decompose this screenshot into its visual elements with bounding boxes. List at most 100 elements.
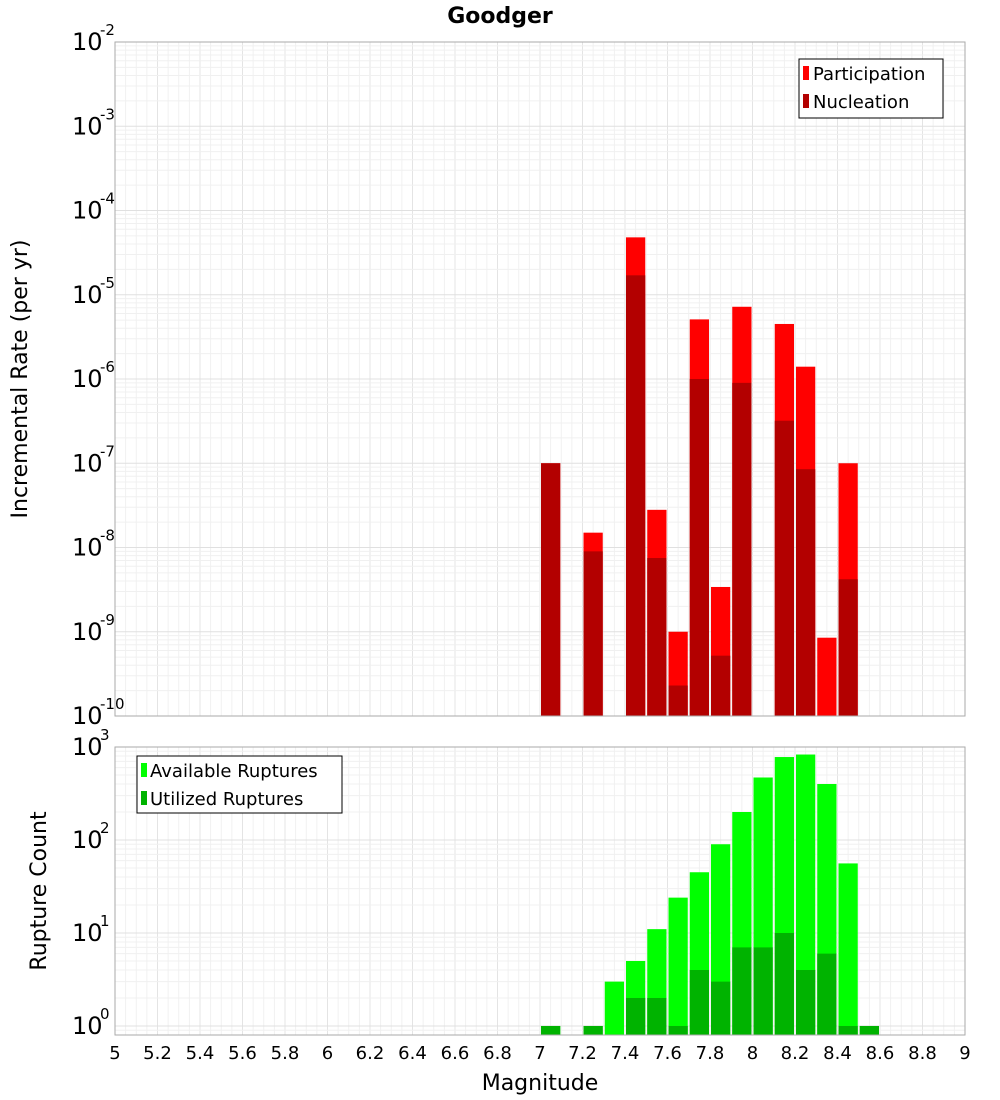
legend-swatch-participation [803, 66, 809, 80]
x-tick-label: 8.6 [866, 1043, 895, 1064]
bottom-ytick-exponent: 2 [100, 819, 110, 837]
bottom-bar-b [796, 969, 816, 1035]
bottom-bar-b [541, 1025, 561, 1035]
bottom-bar-a [668, 897, 688, 1035]
x-tick-label: 5.2 [143, 1043, 172, 1064]
top-bar-b [583, 551, 603, 716]
top-ytick-label: 10 [72, 112, 103, 140]
bottom-legend: Available Ruptures Utilized Ruptures [136, 755, 343, 814]
x-tick-label: 5.6 [228, 1043, 257, 1064]
x-tick-label: 7.4 [611, 1043, 640, 1064]
bottom-ytick-exponent: 1 [100, 912, 110, 930]
top-bar-b [626, 275, 646, 716]
top-ytick-label: 10 [72, 197, 103, 225]
x-axis-label: Magnitude [482, 1071, 599, 1096]
x-tick-label: 7.8 [696, 1043, 725, 1064]
top-bar-b [796, 469, 816, 716]
top-ytick-label: 10 [72, 28, 103, 56]
top-ytick-exponent: -6 [100, 358, 115, 376]
top-y-axis-label: Incremental Rate (per yr) [8, 240, 33, 519]
bottom-ytick-label: 10 [72, 826, 103, 854]
top-bar-b [689, 379, 709, 716]
bottom-ytick-label: 10 [72, 733, 103, 761]
x-tick-label: 8 [747, 1043, 758, 1064]
top-ytick-exponent: -3 [100, 105, 115, 123]
top-bar-b [774, 420, 794, 716]
bottom-bar-b [668, 1025, 688, 1035]
bottom-bar-b [689, 969, 709, 1035]
bottom-bar-b [753, 947, 773, 1035]
top-ytick-exponent: -4 [100, 190, 115, 208]
x-ticks: 5 5.2 5.4 5.6 5.8 6 6.2 6.4 6.6 6.8 7 7.2 7.4 7.6 7.8 8… [109, 1043, 970, 1064]
x-tick-label: 5 [109, 1043, 120, 1064]
x-tick-label: 6 [322, 1043, 333, 1064]
bottom-bar-a [796, 754, 816, 1035]
top-ytick-label: 10 [72, 449, 103, 477]
bottom-bar-b [732, 947, 752, 1035]
legend-swatch-utilized [141, 791, 147, 805]
bottom-bar-b [583, 1025, 603, 1035]
top-ytick-exponent: -10 [100, 695, 125, 713]
top-bar-b [732, 382, 752, 716]
top-ytick-exponent: -8 [100, 527, 115, 545]
x-tick-label: 6.8 [483, 1043, 512, 1064]
x-tick-label: 9 [959, 1043, 970, 1064]
top-ytick-exponent: -7 [100, 442, 115, 460]
top-ytick-label: 10 [72, 281, 103, 309]
x-tick-label: 7 [534, 1043, 545, 1064]
x-tick-label: 7.2 [568, 1043, 597, 1064]
top-bar-b [711, 655, 731, 716]
legend-label-participation: Participation [813, 64, 925, 85]
bottom-plot-frame [114, 746, 966, 1036]
top-ytick-exponent: -9 [100, 611, 115, 629]
top-ytick-label: 10 [72, 618, 103, 646]
bottom-bar-b [774, 932, 794, 1035]
x-tick-label: 5.4 [186, 1043, 215, 1064]
bottom-ytick-exponent: 3 [100, 726, 110, 744]
top-ytick-label: 10 [72, 365, 103, 393]
top-ytick-label: 10 [72, 534, 103, 562]
x-tick-label: 6.6 [441, 1043, 470, 1064]
bottom-bar-b [626, 997, 646, 1035]
legend-label-utilized: Utilized Ruptures [150, 789, 303, 810]
top-legend-box [798, 58, 944, 119]
top-gridlines [114, 41, 966, 717]
top-ytick-exponent: -2 [100, 21, 115, 39]
bottom-bars [541, 754, 879, 1035]
top-bar-b [668, 685, 688, 716]
top-plot-frame [114, 41, 966, 717]
bottom-bar-a [838, 863, 858, 1035]
bottom-bar-b [711, 981, 731, 1035]
legend-label-nucleation: Nucleation [813, 92, 909, 113]
top-bars [541, 237, 858, 717]
top-bar-a [817, 637, 837, 716]
top-ytick-label: 10 [72, 702, 103, 730]
legend-swatch-nucleation [803, 94, 809, 108]
top-bar-b [541, 463, 561, 716]
legend-swatch-available [141, 763, 147, 777]
bottom-ytick-label: 10 [72, 1012, 103, 1040]
bottom-ytick-label: 10 [72, 919, 103, 947]
bottom-ytick-exponent: 0 [100, 1005, 110, 1023]
top-bar-b [838, 579, 858, 716]
x-tick-label: 6.2 [356, 1043, 385, 1064]
bottom-bar-b [859, 1025, 879, 1035]
x-tick-label: 7.6 [653, 1043, 682, 1064]
legend-label-available: Available Ruptures [150, 761, 318, 782]
bottom-bar-b [838, 1025, 858, 1035]
top-bar-b [647, 558, 667, 716]
bottom-legend-box [136, 755, 343, 814]
x-tick-label: 8.4 [823, 1043, 852, 1064]
bottom-bar-a [604, 981, 624, 1035]
bottom-bar-b [817, 953, 837, 1035]
top-ytick-exponent: -5 [100, 274, 115, 292]
bottom-bar-b [647, 997, 667, 1035]
x-tick-label: 5.8 [271, 1043, 300, 1064]
bottom-y-axis-label: Rupture Count [27, 811, 52, 971]
top-legend: Participation Nucleation [798, 58, 944, 119]
